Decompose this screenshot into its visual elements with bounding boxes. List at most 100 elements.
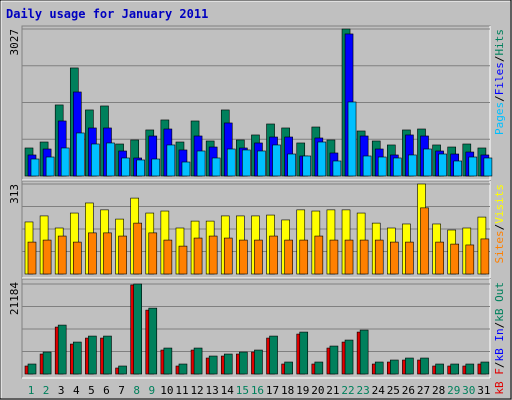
legend-entry: kB In	[493, 328, 506, 361]
bar	[465, 363, 475, 375]
bar	[332, 160, 342, 177]
y-tick-label: 21184	[8, 282, 21, 315]
bar	[465, 244, 475, 275]
bar	[75, 132, 85, 177]
bar	[163, 347, 173, 375]
x-tick-label: 25	[387, 384, 400, 397]
legend-entry: Files	[493, 62, 506, 95]
legend-entry: Pages	[493, 102, 506, 135]
bar	[254, 239, 263, 275]
bar	[121, 157, 130, 177]
bar	[91, 143, 100, 177]
x-tick-label: 27	[417, 384, 430, 397]
bar	[208, 235, 218, 275]
bar	[27, 241, 37, 275]
x-tick-label: 14	[221, 384, 235, 397]
x-tick-label: 31	[477, 384, 490, 397]
bar	[390, 241, 399, 275]
bar	[287, 153, 296, 177]
bar	[223, 237, 233, 275]
bar	[30, 158, 40, 177]
legend-separator: /	[493, 95, 506, 102]
x-tick-label: 3	[58, 384, 65, 397]
bar	[405, 241, 414, 275]
bar	[166, 144, 176, 177]
bar	[272, 144, 281, 177]
x-tick-label: 15	[236, 384, 249, 397]
bar	[42, 351, 52, 375]
bar	[377, 156, 387, 177]
bar	[483, 157, 493, 177]
bar	[329, 239, 339, 275]
bar	[193, 347, 203, 375]
bar	[302, 155, 312, 177]
x-tick-label: 10	[160, 384, 173, 397]
x-tick-label: 20	[311, 384, 324, 397]
bar	[133, 222, 142, 275]
bar	[181, 161, 191, 177]
bar	[438, 153, 447, 177]
bar	[88, 232, 97, 275]
bar	[480, 361, 490, 375]
bar	[408, 154, 417, 177]
bar	[211, 157, 221, 177]
bar	[359, 329, 369, 375]
bar	[317, 141, 327, 177]
legend: Sites/Visits	[493, 184, 506, 264]
bar	[390, 359, 399, 375]
bar	[148, 307, 158, 375]
bar	[72, 341, 82, 375]
legend-entry: kB F	[493, 368, 506, 395]
x-tick-label: 17	[266, 384, 279, 397]
bar	[284, 239, 293, 275]
bar	[72, 241, 82, 275]
bar	[450, 243, 460, 275]
bar	[178, 245, 188, 275]
x-tick-label: 23	[357, 384, 370, 397]
x-tick-label: 7	[118, 384, 125, 397]
bar	[42, 239, 52, 275]
x-tick-label: 4	[73, 384, 80, 397]
x-tick-label: 11	[175, 384, 188, 397]
bar	[239, 351, 248, 375]
bar	[420, 357, 429, 375]
bar	[239, 239, 248, 275]
bar	[254, 349, 263, 375]
bar	[450, 363, 460, 375]
bar	[269, 235, 278, 275]
bar	[284, 361, 293, 375]
bar	[133, 283, 142, 375]
chart-title: Daily usage for January 2011	[6, 7, 208, 21]
bar	[393, 157, 402, 177]
bar	[269, 335, 278, 375]
bar	[148, 232, 158, 275]
legend-separator: /	[493, 322, 506, 329]
bar	[405, 357, 414, 375]
x-tick-label: 28	[432, 384, 445, 397]
bar	[347, 101, 357, 177]
bar	[208, 355, 218, 375]
bar	[136, 159, 145, 177]
bar	[57, 235, 67, 275]
bar	[103, 232, 112, 275]
x-tick-label: 5	[88, 384, 95, 397]
bar	[453, 160, 463, 177]
bar	[163, 239, 173, 275]
x-tick-label: 9	[148, 384, 155, 397]
legend-entry: Hits	[493, 29, 506, 56]
bar	[314, 235, 324, 275]
bar	[242, 149, 251, 177]
bar	[193, 237, 203, 275]
bar	[435, 241, 444, 275]
bar	[106, 142, 115, 177]
x-tick-label: 12	[190, 384, 203, 397]
bar	[359, 239, 369, 275]
x-tick-label: 18	[281, 384, 294, 397]
legend-entry: kB Out	[493, 282, 506, 322]
bar	[374, 361, 384, 375]
bar	[88, 335, 97, 375]
legend: kB F/kB In/kB Out	[493, 282, 506, 395]
x-tick-label: 22	[341, 384, 354, 397]
y-tick-label: 313	[8, 184, 21, 204]
